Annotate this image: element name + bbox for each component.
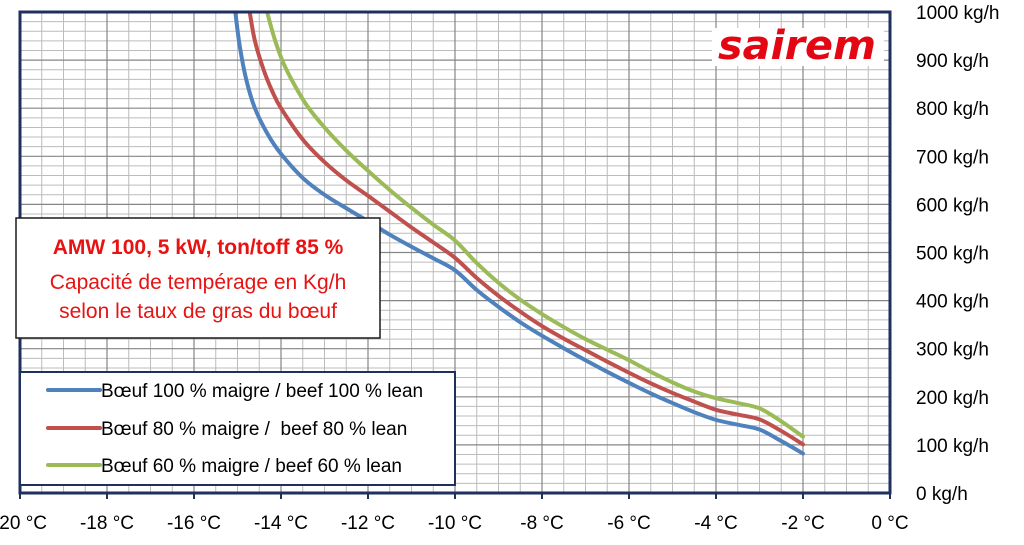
y-tick-label: 200 kg/h [916, 388, 989, 409]
series-line-beef-100-lean [233, 12, 805, 456]
x-tick-label: -18 °C [80, 513, 134, 534]
x-axis-tick-marks [19, 493, 891, 499]
annotation-box: AMW 100, 5 kW, ton/toff 85 % Capacité de… [15, 217, 381, 339]
y-tick-label: 400 kg/h [916, 292, 989, 313]
legend-label-beef-60-lean: Bœuf 60 % maigre / beef 60 % lean [101, 456, 402, 477]
x-tick-label: -20 °C [0, 513, 47, 534]
legend-label-beef-80-lean: Bœuf 80 % maigre / beef 80 % lean [101, 419, 407, 440]
x-tick-label: -4 °C [694, 513, 738, 534]
x-tick-label: -16 °C [167, 513, 221, 534]
x-tick-label: -8 °C [520, 513, 564, 534]
x-tick-label: -6 °C [607, 513, 651, 534]
series-line-beef-60-lean [265, 12, 805, 439]
x-tick-label: -2 °C [781, 513, 825, 534]
x-tick-label: -14 °C [254, 513, 308, 534]
series-line-beef-80-lean [247, 12, 805, 447]
y-tick-label: 300 kg/h [916, 340, 989, 361]
series-lines [233, 12, 805, 456]
x-axis-labels: -20 °C -18 °C -16 °C -14 °C -12 °C -10 °C -8 °… [0, 513, 909, 534]
y-tick-label: 600 kg/h [916, 195, 989, 216]
annotation-line-2: Capacité de tempérage en Kg/h [50, 271, 347, 294]
legend: Bœuf 100 % maigre / beef 100 % lean Bœuf… [19, 371, 456, 486]
annotation-line-1: AMW 100, 5 kW, ton/toff 85 % [53, 236, 344, 259]
y-tick-label: 800 kg/h [916, 99, 989, 120]
sairem-logo: sairem [712, 23, 884, 69]
x-tick-label: -12 °C [341, 513, 395, 534]
y-axis-labels: 0 kg/h 100 kg/h 200 kg/h 300 kg/h 400 kg/h 50… [916, 3, 999, 505]
annotation-box-frame [15, 217, 381, 339]
logo-wordmark: sairem [718, 23, 876, 69]
y-tick-label: 1000 kg/h [916, 3, 999, 24]
y-tick-label: 0 kg/h [916, 484, 968, 505]
x-tick-label: -10 °C [428, 513, 482, 534]
annotation-line-3: selon le taux de gras du bœuf [59, 300, 337, 323]
y-tick-label: 900 kg/h [916, 51, 989, 72]
legend-label-beef-100-lean: Bœuf 100 % maigre / beef 100 % lean [101, 381, 423, 402]
logo-background [712, 28, 884, 66]
x-tick-label: 0 °C [871, 513, 908, 534]
y-tick-label: 100 kg/h [916, 436, 989, 457]
y-tick-label: 500 kg/h [916, 244, 989, 265]
y-tick-label: 700 kg/h [916, 147, 989, 168]
